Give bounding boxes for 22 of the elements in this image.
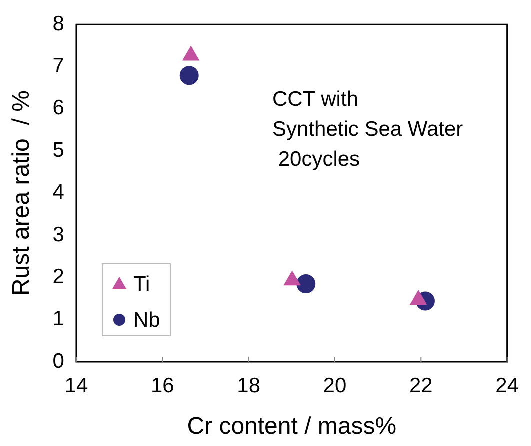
y-axis-title: Rust area ratio / % <box>8 90 36 296</box>
y-tick-label: 3 <box>52 223 64 246</box>
x-tick-label: 24 <box>496 374 520 398</box>
annotation: Synthetic Sea Water <box>272 118 464 141</box>
y-tick-label: 5 <box>52 138 64 162</box>
y-tick-label: 6 <box>52 96 64 120</box>
y-tick-label: 7 <box>52 54 64 78</box>
x-axis-title: Cr content / mass% <box>187 413 397 440</box>
y-tick-label: 2 <box>52 265 64 288</box>
annotation: CCT with <box>272 88 358 111</box>
x-tick-label: 16 <box>150 374 174 398</box>
y-tick-label: 4 <box>52 181 65 204</box>
legend-label: Nb <box>133 308 160 332</box>
x-tick-label: 14 <box>64 374 88 398</box>
y-tick-label: 0 <box>52 350 64 373</box>
x-tick-label: 22 <box>409 374 433 398</box>
y-tick-label: 1 <box>52 308 64 331</box>
annotation: 20cycles <box>272 148 360 171</box>
x-tick-label: 18 <box>237 374 260 398</box>
legend-label: Ti <box>133 272 150 296</box>
x-tick-label: 20 <box>323 374 347 398</box>
y-tick-label: 8 <box>52 12 64 36</box>
